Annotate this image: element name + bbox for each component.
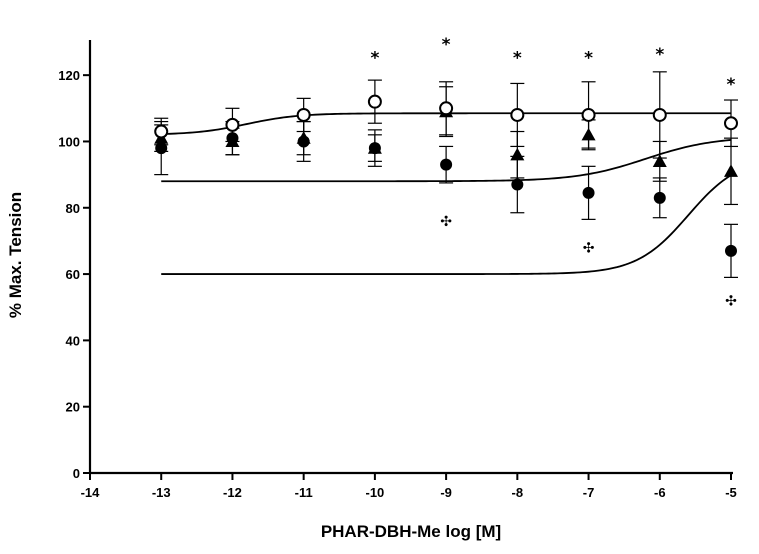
point-open-circle <box>225 117 240 132</box>
y-tick-label: 0 <box>73 466 80 481</box>
significance-star: * <box>584 48 593 68</box>
point-filled-circle <box>582 186 595 199</box>
point-filled-triangle <box>724 164 738 177</box>
point-filled-circle <box>440 158 453 171</box>
significance-annotations: * * * * * * ✣ ✣ ✣ <box>370 35 737 310</box>
x-tick-label: -13 <box>152 485 171 500</box>
y-tick-label: 80 <box>66 201 80 216</box>
significance-star: * <box>727 75 736 95</box>
point-open-circle <box>652 107 667 122</box>
point-filled-triangle <box>225 134 240 148</box>
point-open-circle <box>581 107 596 122</box>
point-open-circle <box>367 94 382 109</box>
x-tick-label: -14 <box>81 485 101 500</box>
significance-star: * <box>655 45 664 65</box>
y-tick-label: 40 <box>66 333 80 348</box>
y-tick-label: 20 <box>66 400 80 415</box>
point-filled-triangle <box>652 154 667 167</box>
point-open-circle <box>439 101 454 116</box>
point-open-circle <box>296 107 311 122</box>
significance-cross: ✣ <box>725 294 737 310</box>
y-tick-label: 60 <box>66 267 80 282</box>
point-filled-triangle <box>510 147 525 161</box>
significance-star: * <box>370 48 379 68</box>
point-filled-circle <box>653 191 666 204</box>
y-tick-label: 120 <box>58 68 80 83</box>
x-tick-label: -11 <box>295 485 313 500</box>
significance-star: * <box>513 48 522 68</box>
point-filled-circle <box>725 244 737 257</box>
x-tick-label: -8 <box>512 485 524 500</box>
y-axis-title: % Max. Tension <box>6 192 25 318</box>
axis-ticks: -14 -13 -12 -11 -10 -9 -8 -7 -6 -5 0 20 40 60 80 100 120 <box>58 68 736 500</box>
x-tick-label: -6 <box>654 485 666 500</box>
error-bars <box>154 71 738 278</box>
point-open-circle <box>154 124 169 139</box>
point-filled-circle <box>155 142 168 155</box>
y-tick-label: 100 <box>58 134 80 149</box>
fit-curves <box>161 112 732 275</box>
x-tick-label: -9 <box>440 485 452 500</box>
point-open-circle <box>724 116 738 131</box>
x-tick-label: -5 <box>725 485 737 500</box>
point-filled-circle <box>511 178 524 191</box>
point-open-circle <box>510 107 525 122</box>
significance-cross: ✣ <box>583 241 595 257</box>
x-tick-label: -10 <box>365 485 384 500</box>
data-points <box>154 94 738 257</box>
point-filled-triangle <box>296 131 311 144</box>
point-filled-triangle <box>581 127 596 141</box>
fit-curve-2 <box>161 174 732 275</box>
significance-cross: ✣ <box>440 214 452 230</box>
x-tick-label: -7 <box>583 485 595 500</box>
x-axis-title: PHAR-DBH-Me log [M] <box>321 522 501 541</box>
point-filled-triangle <box>367 141 382 154</box>
significance-star: * <box>442 35 451 55</box>
x-tick-label: -12 <box>223 485 242 500</box>
axes <box>88 40 733 475</box>
